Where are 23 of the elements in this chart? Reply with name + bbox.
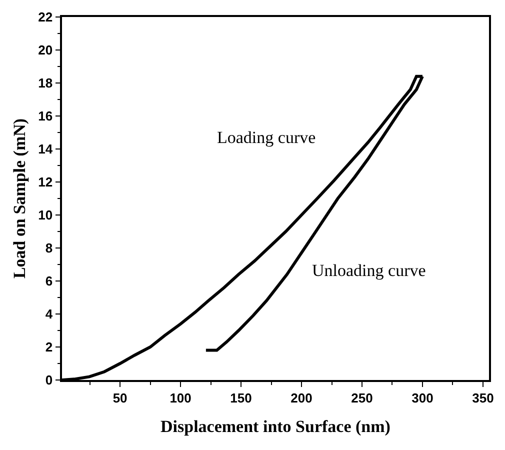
y-tick-label: 14 — [38, 142, 54, 157]
y-tick-label: 12 — [38, 174, 53, 190]
y-tick-label: 10 — [38, 208, 53, 223]
y-tick-label: 0 — [45, 372, 53, 388]
x-tick-label: 250 — [351, 390, 373, 406]
x-tick-label: 350 — [472, 390, 494, 406]
x-axis-title: Displacement into Surface (nm) — [160, 417, 390, 436]
annotation: Unloading curve — [312, 261, 426, 280]
x-tick-label: 150 — [230, 390, 252, 406]
y-tick-label: 6 — [45, 274, 53, 289]
y-tick-label: 16 — [38, 108, 53, 124]
y-tick-label: 2 — [45, 340, 53, 355]
y-axis-title: Load on Sample (mN) — [10, 118, 30, 279]
y-tick-label: 4 — [45, 306, 54, 322]
y-tick-label: 22 — [38, 10, 53, 25]
x-tick-label: 300 — [412, 390, 434, 406]
y-tick-label: 20 — [38, 42, 53, 58]
annotation: Loading curve — [217, 128, 316, 147]
x-tick-label: 50 — [112, 390, 128, 406]
y-tick-label: 8 — [45, 240, 53, 256]
x-tick-label: 200 — [290, 390, 312, 406]
x-tick-label: 100 — [170, 390, 192, 406]
y-tick-label: 18 — [38, 76, 53, 91]
